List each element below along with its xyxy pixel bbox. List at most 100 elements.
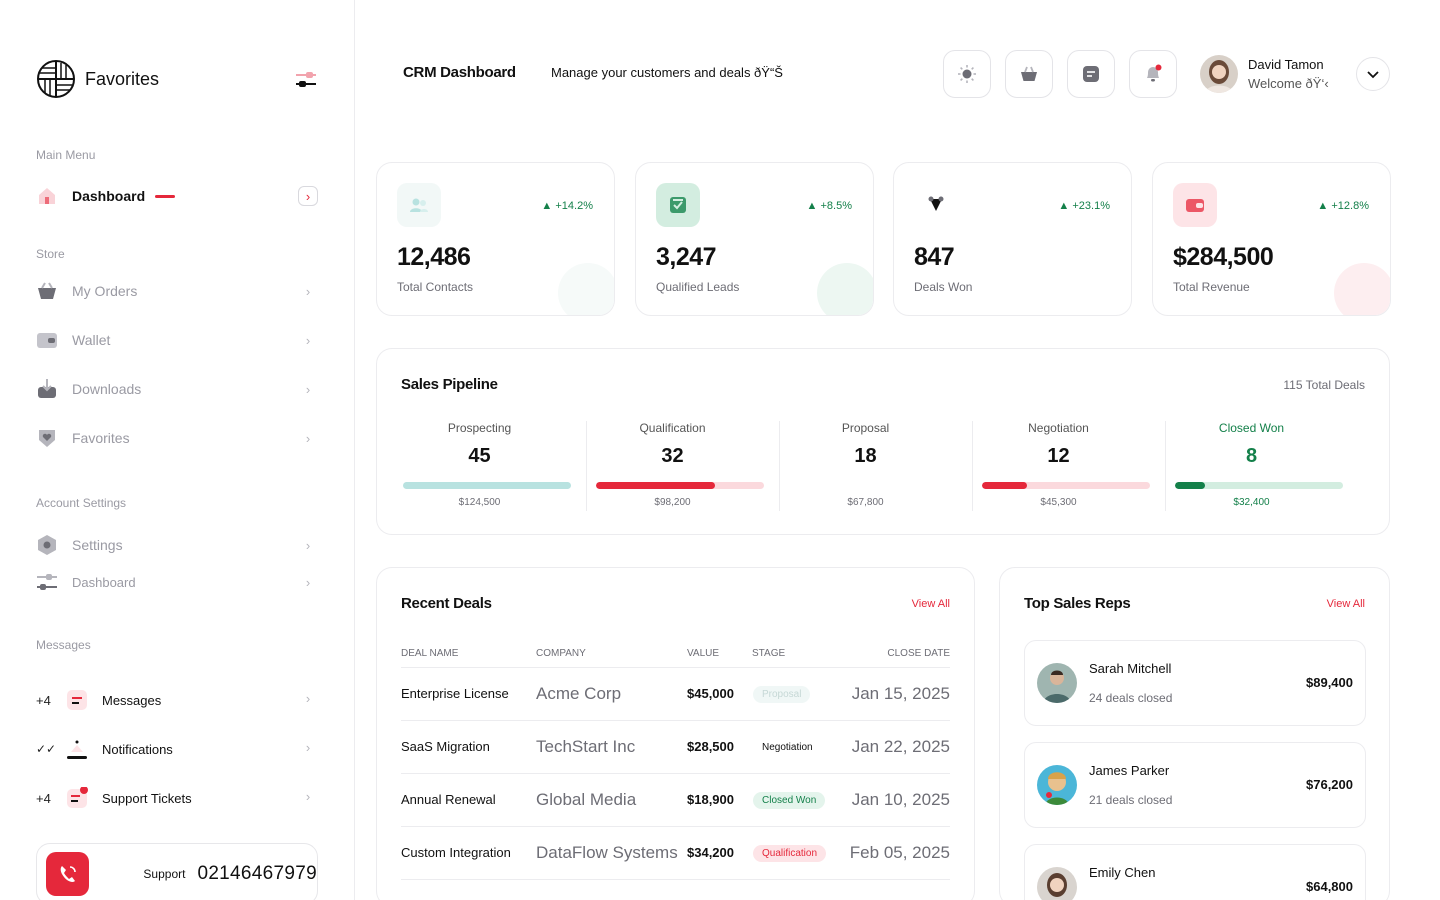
chevron-right-icon[interactable]: › [305,283,311,299]
top-reps-view-all-link[interactable]: View All [1326,598,1365,610]
column-header[interactable]: VALUE [687,648,720,659]
sidebar-item-account-dashboard[interactable]: Dashboard › [36,570,318,594]
chevron-right-icon[interactable]: › [305,381,311,397]
sidebar-item-dashboard[interactable]: Dashboard › [36,184,318,208]
table-row[interactable]: Custom Integration DataFlow Systems $34,20… [401,826,950,879]
messages-label: Messages [36,638,91,652]
brand[interactable]: Favorites [36,59,159,99]
cart-button[interactable] [1005,50,1053,98]
pipeline-stage[interactable]: Negotiation 12 $45,300 [962,421,1155,511]
notifications-button[interactable] [1129,50,1177,98]
basket-icon [1021,66,1037,81]
brand-logo-icon [37,60,75,98]
sidebar-item-label: Downloads [72,381,142,397]
stat-value: 847 [914,243,955,271]
main-menu-label: Main Menu [36,148,96,162]
stage-name: Proposal [841,421,890,435]
chevron-down-icon [1367,71,1379,79]
sales-rep-card[interactable]: James Parker 21 deals closed $76,200 [1024,742,1366,828]
theme-toggle-button[interactable] [943,50,991,98]
card-decoration [558,263,614,315]
top-sales-reps-card: Top Sales Reps View All Sarah Mitchell 24… [999,567,1390,900]
chevron-right-icon[interactable]: › [305,690,311,706]
chevron-right-icon[interactable]: › [305,739,311,755]
deal-close-date: Jan 22, 2025 [851,737,950,756]
pipeline-total: 115 Total Deals [1283,378,1365,392]
gear-icon [36,534,58,556]
sidebar-item-notifications[interactable]: ✓✓ Notifications › [36,735,318,763]
sidebar-item-settings[interactable]: Settings › [36,533,318,557]
stage-name: Prospecting [447,421,512,435]
chevron-right-icon[interactable]: › [305,788,311,804]
deal-close-date: Feb 05, 2025 [849,843,950,862]
sidebar-item-label: Settings [72,537,123,553]
chevron-right-icon[interactable]: › [305,332,311,348]
tickets-count: +4 [36,790,51,806]
basket-icon [36,280,58,302]
stat-change: ▲ +14.2% [541,200,593,212]
sidebar-item-label: Dashboard [72,574,136,590]
stage-progress-fill [1175,482,1206,489]
avatar [1037,663,1077,703]
sidebar-item-support-tickets[interactable]: +4 Support Tickets › [36,784,318,812]
deal-name: Annual Renewal [401,792,496,807]
recent-deals-title: Recent Deals [401,595,492,612]
deal-name: SaaS Migration [401,739,490,754]
table-row[interactable]: Enterprise License Acme Corp $45,000 Propos… [401,667,950,720]
stage-divider [779,421,780,511]
chevron-right-icon[interactable]: › [305,574,311,590]
sales-rep-card[interactable]: Sarah Mitchell 24 deals closed $89,400 [1024,640,1366,726]
column-header[interactable]: CLOSE DATE [887,648,950,659]
sidebar-item-my-orders[interactable]: My Orders › [36,279,318,303]
column-header[interactable]: COMPANY [536,648,586,659]
stage-amount: $124,500 [458,497,501,508]
stat-value: 3,247 [656,243,717,271]
recent-deals-view-all-link[interactable]: View All [911,598,950,610]
stage-count: 45 [468,445,491,467]
trophy-icon [914,183,958,227]
sidebar-item-downloads[interactable]: Downloads › [36,377,318,401]
sidebar-item-favorites[interactable]: Favorites › [36,426,318,450]
support-number[interactable]: 02146467979 [197,863,317,884]
sliders-icon [36,571,58,593]
top-reps-title: Top Sales Reps [1024,595,1131,612]
user-menu-button[interactable] [1356,57,1390,91]
stage-count: 32 [661,445,684,467]
phone-call-button[interactable] [46,852,90,896]
stat-card-deals-won: ▲ +23.1% 847 Deals Won [893,162,1132,316]
stage-name: Closed Won [1218,421,1285,435]
column-header[interactable]: STAGE [752,648,786,659]
note-icon [1083,66,1099,82]
sales-rep-card[interactable]: Emily Chen $64,800 [1024,844,1366,900]
column-header[interactable]: DEAL NAME [401,648,459,659]
sidebar-toggle-icon[interactable] [294,70,318,90]
pipeline-stage[interactable]: Qualification 32 $98,200 [576,421,769,511]
rep-name: Emily Chen [1089,865,1156,880]
chevron-right-icon[interactable]: › [305,430,311,446]
notes-button[interactable] [1067,50,1115,98]
stage-progress-bar [1175,482,1343,489]
wallet-icon [1173,183,1217,227]
pipeline-stage[interactable]: Proposal 18 $67,800 [769,421,962,511]
page-title: CRM Dashboard [403,64,516,81]
avatar[interactable] [1200,55,1238,93]
read-check-icon: ✓✓ [36,742,57,756]
chevron-right-icon[interactable]: › [305,537,311,553]
active-indicator [155,194,176,198]
stage-count: 8 [1245,445,1258,467]
rep-amount: $89,400 [1306,675,1353,690]
pipeline-stage[interactable]: Closed Won 8 $32,400 [1155,421,1348,511]
stage-badge: Qualification [753,845,827,862]
sidebar-item-wallet[interactable]: Wallet › [36,328,318,352]
table-row[interactable]: Annual Renewal Global Media $18,900 Closed … [401,773,950,826]
stage-badge: Proposal [753,686,811,703]
stage-badge: Closed Won [753,792,826,809]
avatar [1037,765,1077,805]
stat-label: Qualified Leads [656,280,740,294]
table-row[interactable]: SaaS Migration TechStart Inc $28,500 Negoti… [401,720,950,773]
stage-progress-bar [403,482,571,489]
chevron-right-icon[interactable]: › [298,186,318,206]
sidebar-item-messages[interactable]: +4 Messages › [36,686,318,714]
pipeline-stage[interactable]: Prospecting 45 $124,500 [383,421,576,511]
